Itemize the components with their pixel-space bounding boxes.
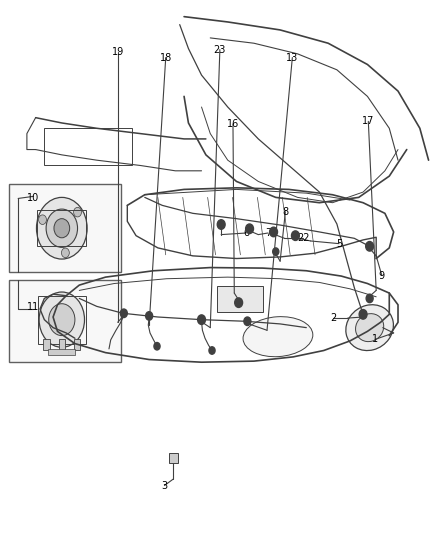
Circle shape: [244, 317, 251, 326]
Bar: [217, 286, 263, 312]
Text: 8: 8: [283, 207, 289, 217]
Circle shape: [366, 294, 373, 303]
Circle shape: [217, 220, 225, 229]
Ellipse shape: [356, 313, 384, 342]
Circle shape: [366, 241, 374, 251]
Circle shape: [49, 304, 75, 336]
Circle shape: [61, 248, 69, 257]
Circle shape: [198, 315, 205, 325]
Bar: [74, 339, 80, 351]
Text: 2: 2: [330, 313, 336, 323]
Circle shape: [209, 347, 215, 354]
Text: 7: 7: [265, 228, 271, 238]
Text: 13: 13: [286, 53, 298, 62]
Circle shape: [246, 224, 254, 233]
Text: 1: 1: [372, 334, 378, 344]
Bar: [169, 453, 177, 463]
Bar: [48, 349, 75, 356]
Text: 23: 23: [214, 45, 226, 54]
Circle shape: [74, 207, 81, 217]
Circle shape: [291, 231, 299, 240]
Bar: [43, 339, 49, 351]
Text: 18: 18: [159, 53, 172, 62]
Text: 9: 9: [379, 271, 385, 280]
Text: 22: 22: [297, 233, 310, 244]
Bar: [10, 184, 121, 272]
Text: 17: 17: [362, 116, 374, 126]
Text: 10: 10: [27, 193, 39, 204]
Bar: [38, 296, 86, 344]
Text: 19: 19: [112, 47, 124, 57]
Text: 16: 16: [227, 119, 239, 129]
Circle shape: [359, 310, 367, 319]
Circle shape: [39, 215, 46, 224]
Bar: [10, 280, 121, 362]
Circle shape: [36, 197, 87, 259]
Circle shape: [54, 219, 70, 238]
Circle shape: [235, 298, 243, 308]
Circle shape: [146, 312, 152, 320]
Circle shape: [273, 248, 279, 255]
Ellipse shape: [346, 305, 393, 351]
Text: 3: 3: [161, 481, 167, 490]
Circle shape: [154, 343, 160, 350]
Ellipse shape: [243, 317, 313, 357]
Bar: [59, 339, 65, 351]
Text: 6: 6: [243, 228, 249, 238]
Bar: [37, 210, 86, 246]
Circle shape: [120, 309, 127, 318]
Circle shape: [270, 227, 278, 237]
Circle shape: [39, 292, 85, 348]
Text: 5: 5: [336, 239, 342, 248]
Bar: [44, 128, 132, 165]
Circle shape: [46, 209, 78, 247]
Text: 11: 11: [27, 302, 39, 312]
